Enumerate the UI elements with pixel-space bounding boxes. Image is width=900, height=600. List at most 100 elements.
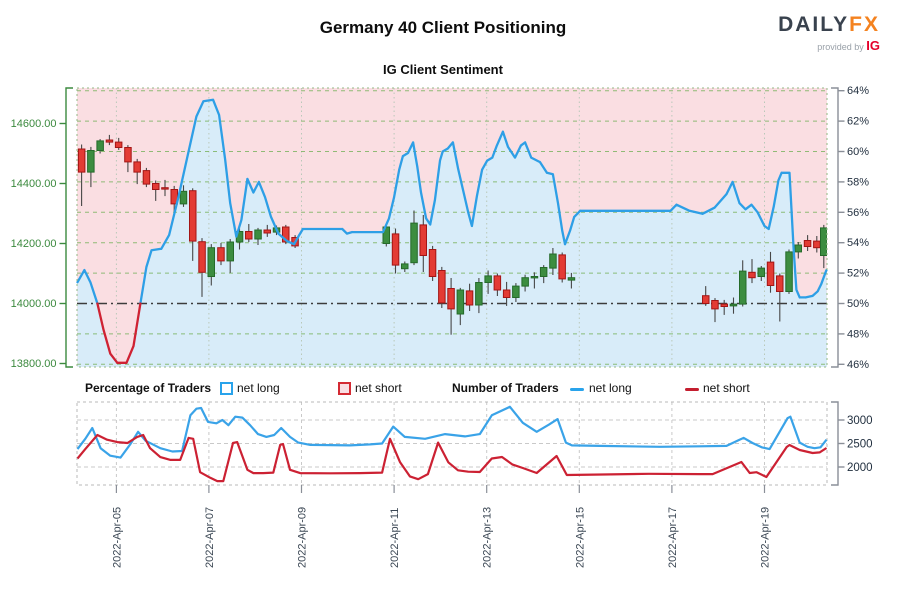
candle-down — [711, 300, 719, 310]
vertical-gridlines — [115, 88, 765, 485]
candle-down — [77, 148, 86, 173]
date-axis: 2022-Apr-05 2022-Apr-07 2022-Apr-09 2022-Ap… — [111, 485, 772, 568]
legend-net-short-label: net short — [355, 381, 402, 395]
percent-tick-label: 56% — [847, 207, 869, 219]
candle-down — [114, 141, 123, 149]
date-tick-label: 2022-Apr-07 — [204, 507, 216, 568]
candle-down — [803, 240, 812, 247]
candle-down — [198, 241, 206, 273]
upper-plot-border — [76, 87, 828, 368]
candle-up — [539, 267, 548, 277]
candle-down — [161, 187, 169, 190]
candle-up — [254, 229, 262, 240]
date-tick-label: 2022-Apr-13 — [482, 507, 494, 568]
candle-up — [96, 140, 104, 151]
candle-down — [152, 183, 160, 190]
price-tick-label: 14200.00 — [11, 238, 57, 250]
percent-tick-label: 62% — [847, 116, 869, 128]
candle-down — [245, 231, 253, 240]
net-short-line-icon — [685, 388, 699, 391]
chart-subtitle: IG Client Sentiment — [383, 62, 503, 77]
candle-up — [512, 285, 520, 299]
candle-down — [748, 271, 756, 279]
date-tick-label: 2022-Apr-11 — [389, 508, 401, 568]
date-tick-label: 2022-Apr-05 — [111, 507, 123, 568]
dailyfx-wordmark: DAILYFX — [778, 14, 880, 36]
candle-down — [142, 170, 151, 185]
candle-up — [475, 282, 483, 306]
candle-down — [702, 295, 710, 305]
logo-ig-text: IG — [866, 38, 880, 53]
legend-net-short-count-label: net short — [703, 381, 750, 395]
price-tick-label: 14400.00 — [11, 178, 57, 190]
net-long-box-icon — [220, 382, 233, 395]
dailyfx-logo: DAILYFX provided by IG — [778, 14, 880, 54]
candle-down — [465, 290, 474, 306]
logo-tagline: provided by IG — [778, 38, 880, 53]
candle-up — [729, 303, 738, 307]
net-short-box-icon — [338, 382, 351, 395]
percent-tick-label: 48% — [847, 328, 869, 340]
net-long-line-icon — [570, 388, 584, 391]
candles-layer — [77, 134, 827, 335]
count-tick-label: 2000 — [847, 462, 873, 474]
candle-up — [226, 241, 234, 262]
candle-up — [179, 190, 188, 205]
sentiment-backgrounds — [77, 88, 827, 367]
net-long-area-fill — [77, 99, 827, 367]
legend-net-long-label: net long — [237, 381, 280, 395]
candle-up — [549, 253, 557, 269]
legend-net-long-count-label: net long — [589, 381, 632, 395]
percent-axis: 46% 48% 50% 52% 54% 56% 58% 60% 62% 64% — [831, 85, 869, 371]
logo-fx-text: FX — [849, 13, 880, 36]
date-tick-label: 2022-Apr-15 — [574, 507, 586, 568]
candle-down — [720, 303, 728, 308]
candle-down — [217, 247, 225, 262]
candle-down — [558, 254, 566, 280]
count-axis: 2000 2500 3000 — [831, 401, 873, 486]
traders-net-short-line — [76, 433, 828, 483]
candle-down — [776, 275, 784, 292]
candle-down — [124, 147, 132, 163]
candle-down — [447, 288, 455, 310]
candle-up — [456, 289, 465, 315]
candle-down — [391, 233, 400, 266]
page-title: Germany 40 Client Positioning — [319, 18, 567, 37]
candle-up — [820, 227, 827, 256]
candle-down — [502, 289, 511, 298]
legend-percentage-of-traders-label: Percentage of Traders — [85, 381, 212, 395]
date-tick-label: 2022-Apr-17 — [667, 507, 679, 568]
candle-down — [438, 270, 446, 304]
date-tick-label: 2022-Apr-09 — [297, 507, 309, 568]
date-tick-label: 2022-Apr-19 — [760, 507, 772, 568]
candle-up — [207, 247, 215, 277]
percent-tick-label: 60% — [847, 146, 869, 158]
logo-daily-text: DAILY — [778, 13, 850, 36]
candle-down — [419, 224, 427, 256]
path-shape — [831, 401, 839, 486]
candle-up — [87, 150, 95, 173]
candle-up — [785, 251, 793, 292]
percent-tick-label: 58% — [847, 176, 869, 188]
price-tick-label: 14600.00 — [11, 118, 57, 130]
candle-down — [428, 249, 437, 277]
traders-gridlines — [77, 419, 827, 468]
logo-provided-by-text: provided by — [817, 42, 864, 52]
candle-down — [189, 190, 197, 242]
sentiment-line-above-50 — [76, 98, 828, 305]
candle-down — [493, 275, 502, 291]
candle-down — [766, 261, 775, 287]
candle-up — [794, 244, 802, 253]
candle-down — [105, 139, 114, 143]
price-tick-label: 13800.00 — [11, 358, 57, 370]
candle-up — [521, 277, 529, 287]
candle-up — [401, 263, 409, 270]
candle-down — [263, 229, 271, 234]
candle-down — [813, 240, 821, 249]
legend-number-of-traders-label: Number of Traders — [452, 381, 559, 395]
count-tick-label: 2500 — [847, 439, 873, 451]
path-shape — [831, 87, 839, 368]
percent-tick-label: 54% — [847, 237, 869, 249]
percent-tick-label: 46% — [847, 359, 869, 371]
